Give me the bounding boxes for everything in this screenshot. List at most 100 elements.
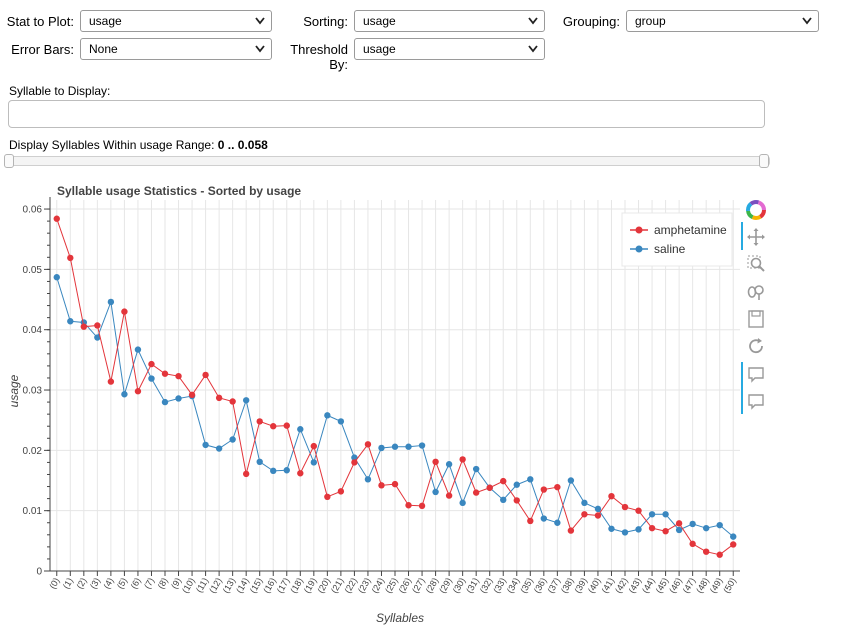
data-point-amphetamine[interactable] xyxy=(202,371,209,379)
data-point-amphetamine[interactable] xyxy=(175,372,182,380)
data-point-saline[interactable] xyxy=(337,418,345,425)
syllable-to-display-input[interactable] xyxy=(8,100,765,128)
data-point-amphetamine[interactable] xyxy=(689,540,696,548)
data-point-amphetamine[interactable] xyxy=(310,442,318,450)
data-point-saline[interactable] xyxy=(324,412,331,419)
data-point-saline[interactable] xyxy=(297,426,304,433)
data-point-amphetamine[interactable] xyxy=(351,459,358,466)
data-point-saline[interactable] xyxy=(405,443,412,450)
data-point-saline[interactable] xyxy=(215,445,223,452)
data-point-amphetamine[interactable] xyxy=(283,422,290,429)
data-point-amphetamine[interactable] xyxy=(662,527,669,535)
data-point-saline[interactable] xyxy=(175,395,182,402)
data-point-saline[interactable] xyxy=(134,346,142,353)
data-point-saline[interactable] xyxy=(621,529,629,536)
data-point-amphetamine[interactable] xyxy=(256,418,263,425)
data-point-amphetamine[interactable] xyxy=(472,489,480,496)
data-point-saline[interactable] xyxy=(608,525,615,532)
data-point-amphetamine[interactable] xyxy=(297,470,304,477)
data-point-amphetamine[interactable] xyxy=(716,551,723,558)
data-point-amphetamine[interactable] xyxy=(418,502,426,510)
data-point-amphetamine[interactable] xyxy=(513,497,520,504)
data-point-amphetamine[interactable] xyxy=(594,512,602,519)
range-slider-min-handle[interactable] xyxy=(4,154,14,168)
data-point-saline[interactable] xyxy=(594,505,602,513)
data-point-saline[interactable] xyxy=(310,459,318,466)
data-point-amphetamine[interactable] xyxy=(581,511,588,518)
data-point-amphetamine[interactable] xyxy=(378,482,385,489)
data-point-amphetamine[interactable] xyxy=(554,483,561,491)
data-point-saline[interactable] xyxy=(445,461,453,468)
data-point-amphetamine[interactable] xyxy=(215,394,223,402)
data-point-amphetamine[interactable] xyxy=(621,503,629,511)
data-point-saline[interactable] xyxy=(202,441,209,449)
data-point-amphetamine[interactable] xyxy=(67,254,74,262)
data-point-amphetamine[interactable] xyxy=(675,520,683,527)
data-point-amphetamine[interactable] xyxy=(445,492,453,499)
data-point-saline[interactable] xyxy=(283,467,290,474)
hover-icon[interactable] xyxy=(744,362,768,386)
color-wheel-icon[interactable] xyxy=(744,198,768,222)
data-point-amphetamine[interactable] xyxy=(432,458,439,466)
data-point-saline[interactable] xyxy=(229,436,236,443)
data-point-saline[interactable] xyxy=(391,443,399,450)
data-point-amphetamine[interactable] xyxy=(648,524,656,532)
save-icon[interactable] xyxy=(744,307,768,331)
data-point-saline[interactable] xyxy=(67,318,74,325)
stat-to-plot-select[interactable]: usage xyxy=(80,10,272,32)
data-point-saline[interactable] xyxy=(256,458,263,466)
data-point-amphetamine[interactable] xyxy=(635,507,642,514)
grouping-select[interactable]: group xyxy=(626,10,819,32)
data-point-amphetamine[interactable] xyxy=(567,527,575,534)
data-point-amphetamine[interactable] xyxy=(540,486,548,493)
data-point-amphetamine[interactable] xyxy=(121,308,128,315)
data-point-amphetamine[interactable] xyxy=(337,488,345,495)
data-point-saline[interactable] xyxy=(364,476,372,483)
box-zoom-icon[interactable] xyxy=(744,252,768,276)
data-point-saline[interactable] xyxy=(351,454,358,461)
hover-icon[interactable] xyxy=(744,389,768,413)
data-point-amphetamine[interactable] xyxy=(161,370,169,377)
data-point-saline[interactable] xyxy=(161,398,169,406)
data-point-amphetamine[interactable] xyxy=(107,378,115,385)
data-point-saline[interactable] xyxy=(472,465,480,473)
data-point-amphetamine[interactable] xyxy=(608,492,615,500)
error-bars-select[interactable]: None xyxy=(80,38,272,60)
data-point-saline[interactable] xyxy=(94,334,101,341)
data-point-saline[interactable] xyxy=(635,526,642,533)
data-point-amphetamine[interactable] xyxy=(405,502,412,509)
data-point-amphetamine[interactable] xyxy=(486,484,493,491)
data-point-amphetamine[interactable] xyxy=(94,322,101,329)
wheel-zoom-icon[interactable] xyxy=(744,280,768,304)
data-point-saline[interactable] xyxy=(567,477,575,484)
usage-chart[interactable]: 00.010.020.030.040.050.06 (0) (1) (2) (3) (4… xyxy=(0,178,740,630)
data-point-saline[interactable] xyxy=(662,511,669,518)
data-point-amphetamine[interactable] xyxy=(148,360,155,368)
data-point-saline[interactable] xyxy=(53,274,60,281)
data-point-amphetamine[interactable] xyxy=(53,215,60,222)
data-point-saline[interactable] xyxy=(107,298,115,306)
range-slider-max-handle[interactable] xyxy=(759,154,769,168)
data-point-saline[interactable] xyxy=(554,519,561,526)
data-point-saline[interactable] xyxy=(702,524,710,532)
data-point-amphetamine[interactable] xyxy=(188,391,196,399)
reset-icon[interactable] xyxy=(744,334,768,358)
data-point-amphetamine[interactable] xyxy=(324,493,331,500)
data-point-amphetamine[interactable] xyxy=(459,456,466,463)
data-point-saline[interactable] xyxy=(730,533,737,540)
sorting-select[interactable]: usage xyxy=(354,10,545,32)
data-point-saline[interactable] xyxy=(648,511,656,518)
data-point-amphetamine[interactable] xyxy=(527,517,534,525)
data-point-amphetamine[interactable] xyxy=(80,323,88,330)
data-point-amphetamine[interactable] xyxy=(242,470,250,478)
data-point-amphetamine[interactable] xyxy=(229,398,236,405)
data-point-saline[interactable] xyxy=(675,526,683,534)
data-point-saline[interactable] xyxy=(459,499,466,507)
data-point-saline[interactable] xyxy=(689,520,696,528)
data-point-amphetamine[interactable] xyxy=(500,477,507,485)
data-point-saline[interactable] xyxy=(716,521,723,529)
threshold-by-select[interactable]: usage xyxy=(354,38,545,60)
data-point-saline[interactable] xyxy=(418,442,426,449)
data-point-saline[interactable] xyxy=(148,375,155,382)
data-point-amphetamine[interactable] xyxy=(702,548,710,555)
